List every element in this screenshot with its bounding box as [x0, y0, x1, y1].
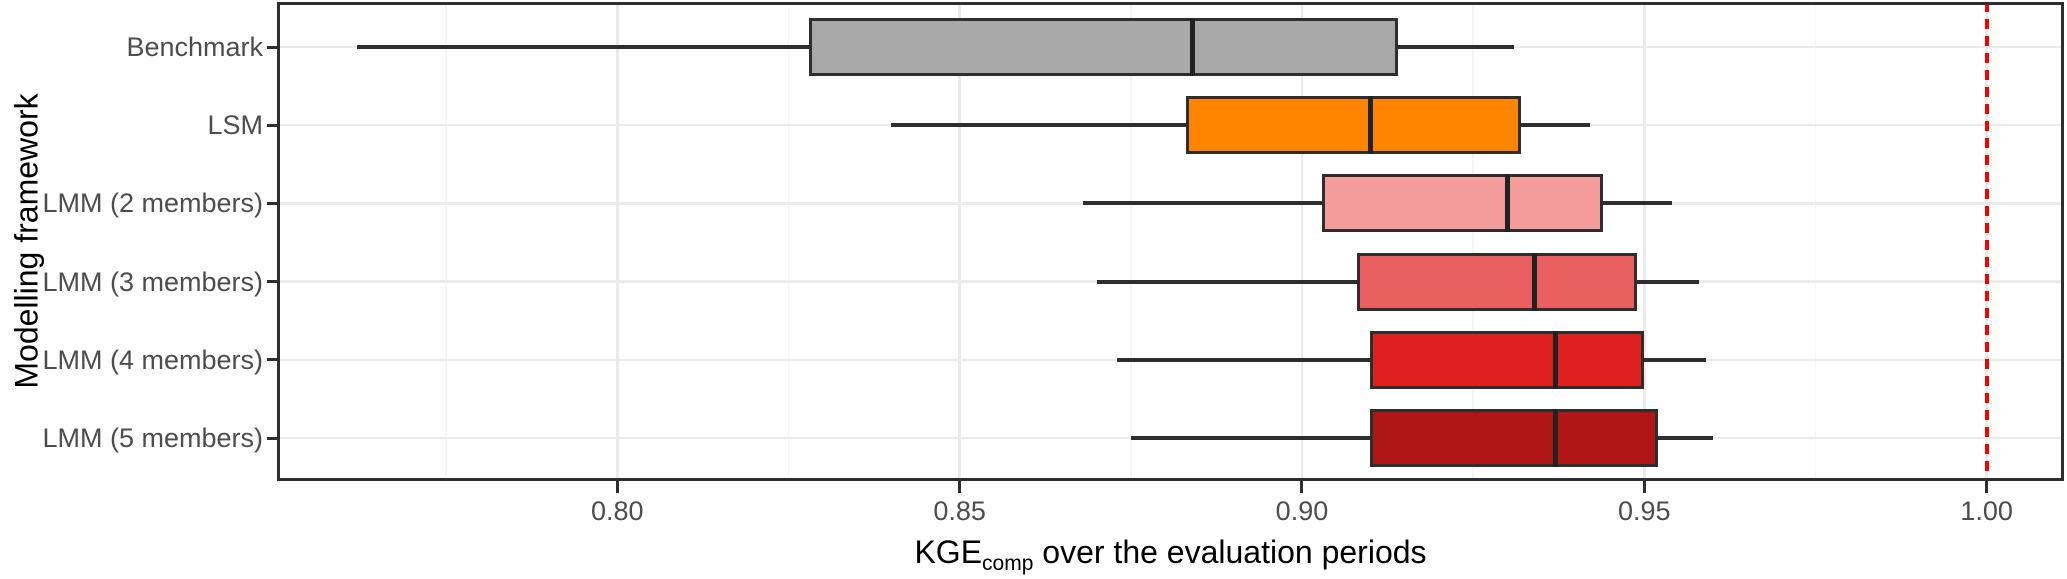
x-tick-mark — [615, 481, 619, 493]
whisker-right — [1637, 279, 1700, 284]
whisker-left — [1130, 436, 1371, 440]
y-category-label: LMM (4 members) — [42, 344, 263, 375]
x-minor-gridline — [1130, 2, 1132, 481]
x-tick-mark — [958, 481, 962, 493]
x-tick-mark — [1985, 481, 1989, 493]
whisker-left — [357, 45, 809, 49]
x-minor-gridline — [787, 2, 790, 481]
y-tick-mark — [267, 436, 277, 440]
box-2 — [1185, 96, 1522, 155]
x-minor-gridline — [1814, 2, 1817, 481]
x-tick-mark — [1300, 481, 1304, 493]
whisker-left — [1096, 279, 1357, 284]
y-tick-mark — [267, 45, 277, 49]
median-line — [1552, 409, 1558, 467]
x-tick-label: 0.80 — [591, 496, 644, 526]
x-tick-label: 0.90 — [1275, 496, 1329, 526]
box-1 — [808, 18, 1398, 76]
whisker-left — [891, 123, 1186, 128]
x-axis-title-suffix: over the evaluation periods — [1033, 534, 1427, 570]
x-minor-gridline — [445, 2, 447, 481]
y-category-label: Benchmark — [126, 32, 263, 62]
x-tick-mark — [1642, 481, 1646, 493]
box-5 — [1370, 330, 1645, 389]
box-3 — [1322, 174, 1604, 233]
x-axis-title-prefix: KGE — [914, 534, 983, 570]
median-line — [1532, 252, 1538, 311]
x-major-gridline — [1643, 2, 1646, 481]
whisker-left — [1082, 201, 1323, 206]
whisker-right — [1521, 123, 1590, 128]
median-line — [1189, 18, 1195, 76]
y-category-label: LMM (2 members) — [42, 188, 263, 219]
whisker-right — [1657, 436, 1713, 440]
y-category-label: LMM (3 members) — [42, 266, 263, 297]
median-line — [1504, 174, 1510, 233]
y-tick-mark — [267, 358, 277, 362]
median-line — [1367, 96, 1373, 155]
x-major-gridline — [616, 2, 619, 481]
x-tick-label: 0.95 — [1618, 496, 1671, 526]
y-tick-mark — [267, 123, 277, 127]
x-major-gridline — [958, 2, 961, 481]
y-tick-mark — [267, 201, 277, 205]
box-4 — [1356, 252, 1638, 311]
median-line — [1552, 330, 1558, 389]
x-tick-label: 0.85 — [933, 496, 986, 526]
y-category-label: LMM (5 members) — [42, 423, 263, 453]
x-tick-label: 1.00 — [1960, 496, 2013, 526]
reference-line — [1984, 2, 1989, 481]
whisker-left — [1117, 357, 1371, 362]
x-axis-title-subscript: comp — [982, 552, 1034, 575]
y-category-label: LSM — [207, 110, 263, 141]
x-major-gridline — [1300, 2, 1304, 481]
box-6 — [1370, 409, 1658, 467]
x-minor-gridline — [1472, 2, 1474, 481]
x-axis-title: KGEcomp over the evaluation periods — [277, 534, 2064, 575]
whisker-right — [1644, 357, 1706, 362]
whisker-right — [1397, 45, 1515, 49]
whisker-right — [1603, 201, 1672, 206]
y-tick-mark — [267, 280, 277, 284]
